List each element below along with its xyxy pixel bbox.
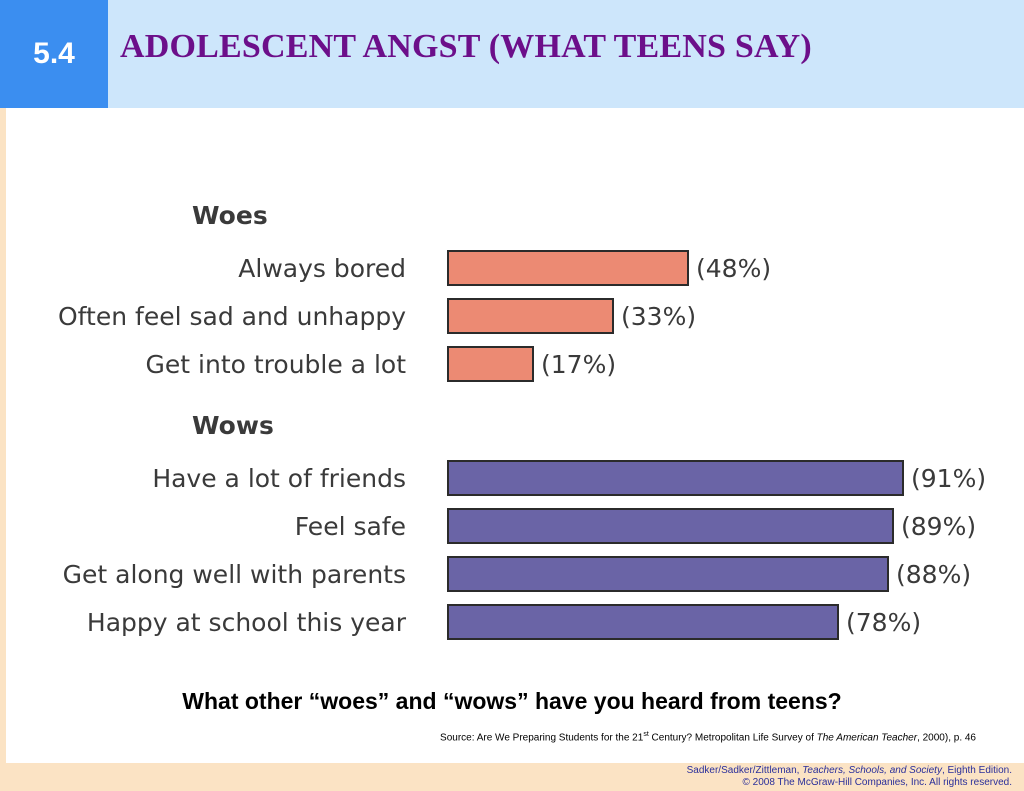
category-label: Get along well with parents — [63, 560, 406, 589]
discussion-question: What other “woes” and “wows” have you he… — [182, 688, 842, 714]
group-label-wows: Wows — [192, 411, 274, 440]
footer-edition: , Eighth Edition. — [941, 765, 1012, 776]
left-accent-rail — [0, 108, 6, 763]
bar-woes-get-into-trouble-a-lot — [447, 346, 534, 382]
footer-copyright: © 2008 The McGraw-Hill Companies, Inc. A… — [742, 777, 1012, 788]
value-label: (88%) — [896, 560, 971, 589]
source-suffix: , 2000), p. 46 — [917, 732, 976, 744]
source-prefix: Source: Are We Preparing Students for th… — [440, 732, 644, 744]
group-label-woes: Woes — [192, 201, 268, 230]
source-publication: The American Teacher — [816, 732, 918, 744]
bar-wows-feel-safe — [447, 508, 894, 544]
value-label: (89%) — [901, 512, 976, 541]
bar-wows-get-along-well-with-parents — [447, 556, 889, 592]
slide-number: 5.4 — [0, 0, 108, 108]
bar-woes-always-bored — [447, 250, 689, 286]
footer-credit: Sadker/Sadker/Zittleman, Teachers, Schoo… — [687, 765, 1012, 789]
bar-woes-often-feel-sad-and-unhappy — [447, 298, 614, 334]
value-label: (17%) — [541, 350, 616, 379]
value-label: (33%) — [621, 302, 696, 331]
title-band: ADOLESCENT ANGST (WHAT TEENS SAY) — [108, 0, 1024, 108]
category-label: Always bored — [238, 254, 406, 283]
category-label: Often feel sad and unhappy — [58, 302, 406, 331]
category-label: Feel safe — [295, 512, 406, 541]
source-citation: Source: Are We Preparing Students for th… — [440, 731, 976, 743]
footer-band: Sadker/Sadker/Zittleman, Teachers, Schoo… — [0, 763, 1024, 791]
value-label: (48%) — [696, 254, 771, 283]
bar-chart: Woes Always bored (48%) Often feel sad and … — [58, 201, 986, 640]
footer-authors: Sadker/Sadker/Zittleman, — [686, 765, 803, 776]
category-label: Have a lot of friends — [152, 464, 406, 493]
slide-title: ADOLESCENT ANGST (WHAT TEENS SAY) — [120, 28, 812, 65]
bar-wows-have-a-lot-of-friends — [447, 460, 904, 496]
source-middle: Century? Metropolitan Life Survey of — [648, 732, 817, 744]
value-label: (78%) — [846, 608, 921, 637]
category-label: Get into trouble a lot — [146, 350, 407, 379]
value-label: (91%) — [911, 464, 986, 493]
source-superscript: st — [643, 731, 649, 738]
category-label: Happy at school this year — [87, 608, 407, 637]
footer-book-title: Teachers, Schools, and Society — [802, 765, 942, 776]
bar-wows-happy-at-school-this-year — [447, 604, 839, 640]
